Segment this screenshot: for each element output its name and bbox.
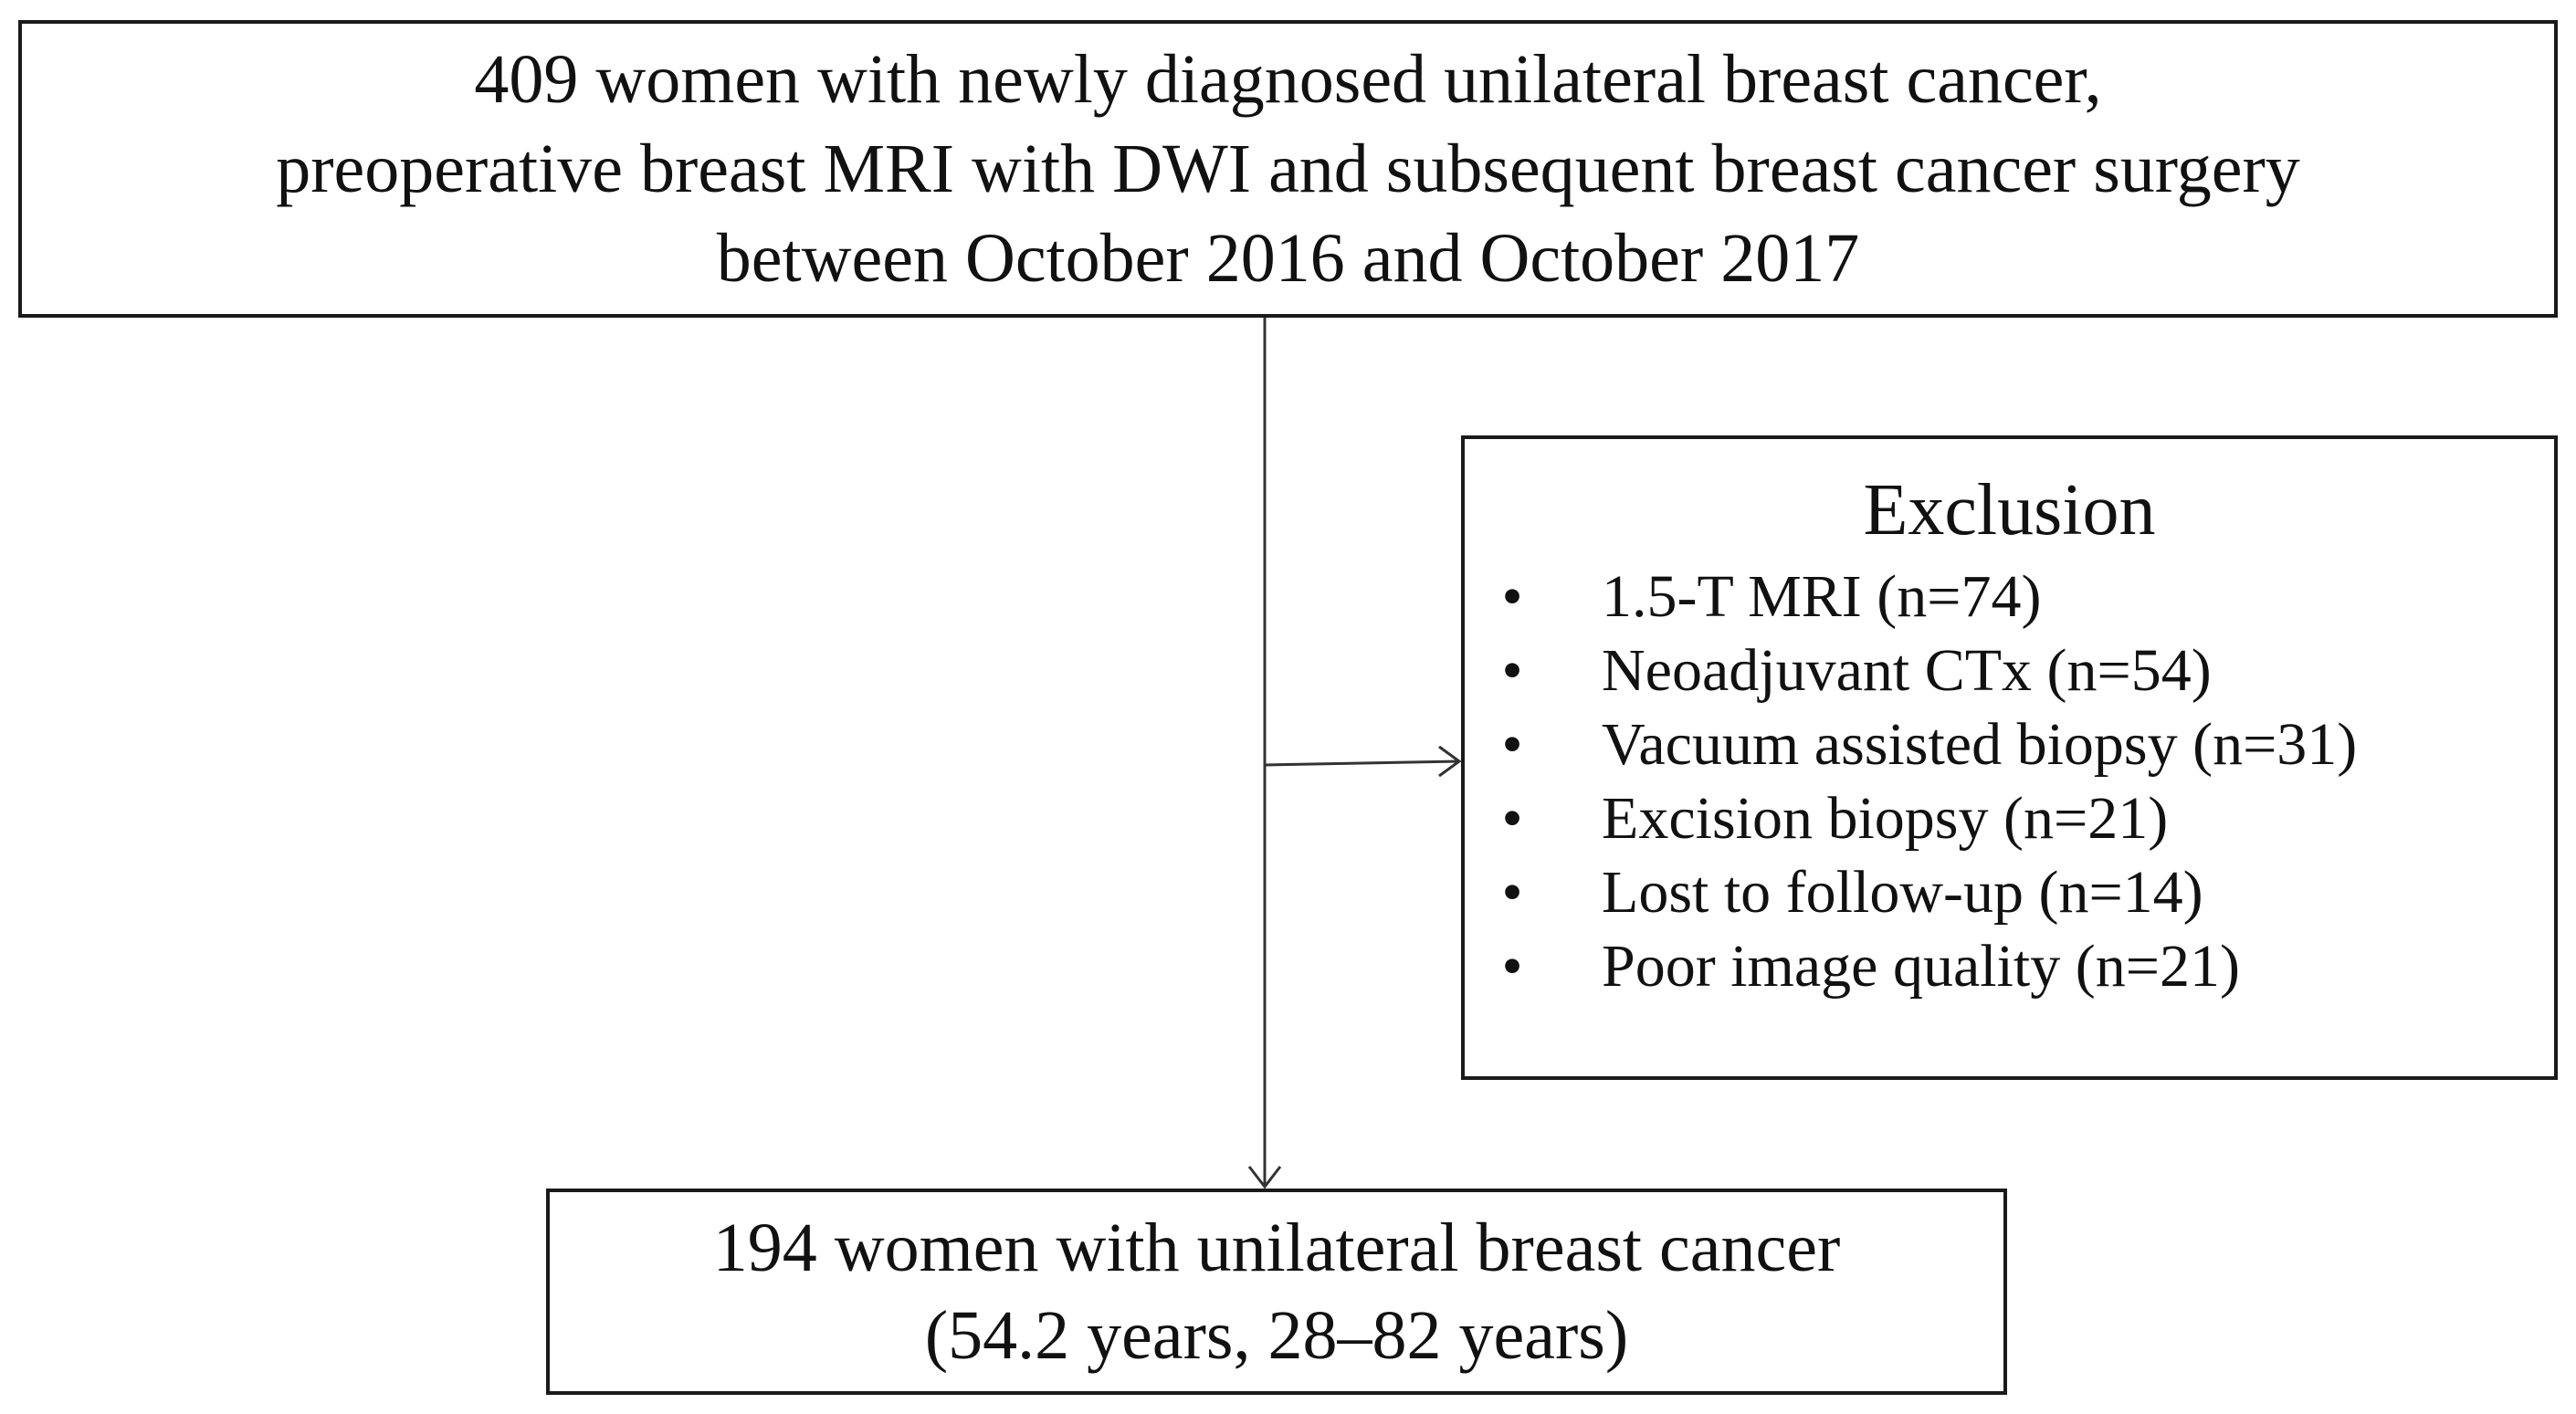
down-arrowhead xyxy=(1247,1166,1282,1189)
bullet-icon: • xyxy=(1501,711,1523,778)
bullet-icon: • xyxy=(1501,563,1523,630)
enrollment-line-3: between October 2016 and October 2017 xyxy=(716,220,1860,297)
enrollment-line-1: 409 women with newly diagnosed unilatera… xyxy=(474,41,2102,118)
exclusion-item-label: Neoadjuvant CTx (n=54) xyxy=(1602,637,2212,704)
final-cohort-line-2: (54.2 years, 28–82 years) xyxy=(924,1297,1629,1374)
bullet-icon: • xyxy=(1501,859,1523,926)
right-arrowhead xyxy=(1438,745,1462,778)
exclusion-item-label: Excision biopsy (n=21) xyxy=(1602,785,2169,852)
exclusion-item-label: Vacuum assisted biopsy (n=31) xyxy=(1602,711,2358,778)
exclusion-item-label: Lost to follow-up (n=14) xyxy=(1602,859,2203,926)
final-cohort-box: 194 women with unilateral breast cancer … xyxy=(546,1189,2007,1395)
enrollment-box: 409 women with newly diagnosed unilatera… xyxy=(18,20,2558,318)
bullet-icon: • xyxy=(1501,933,1523,1000)
exclusion-title: Exclusion xyxy=(1863,470,2156,550)
exclusion-item-label: 1.5-T MRI (n=74) xyxy=(1602,563,2042,630)
exclusion-item-label: Poor image quality (n=21) xyxy=(1602,933,2240,1000)
bullet-icon: • xyxy=(1501,785,1523,852)
exclusion-branch-line xyxy=(1264,759,1460,767)
bullet-icon: • xyxy=(1501,637,1523,704)
final-cohort-line-1: 194 women with unilateral breast cancer xyxy=(712,1210,1841,1286)
enrollment-line-2: preoperative breast MRI with DWI and sub… xyxy=(276,131,2300,207)
exclusion-box: Exclusion • 1.5-T MRI (n=74) • Neoadjuva… xyxy=(1461,435,2558,1080)
